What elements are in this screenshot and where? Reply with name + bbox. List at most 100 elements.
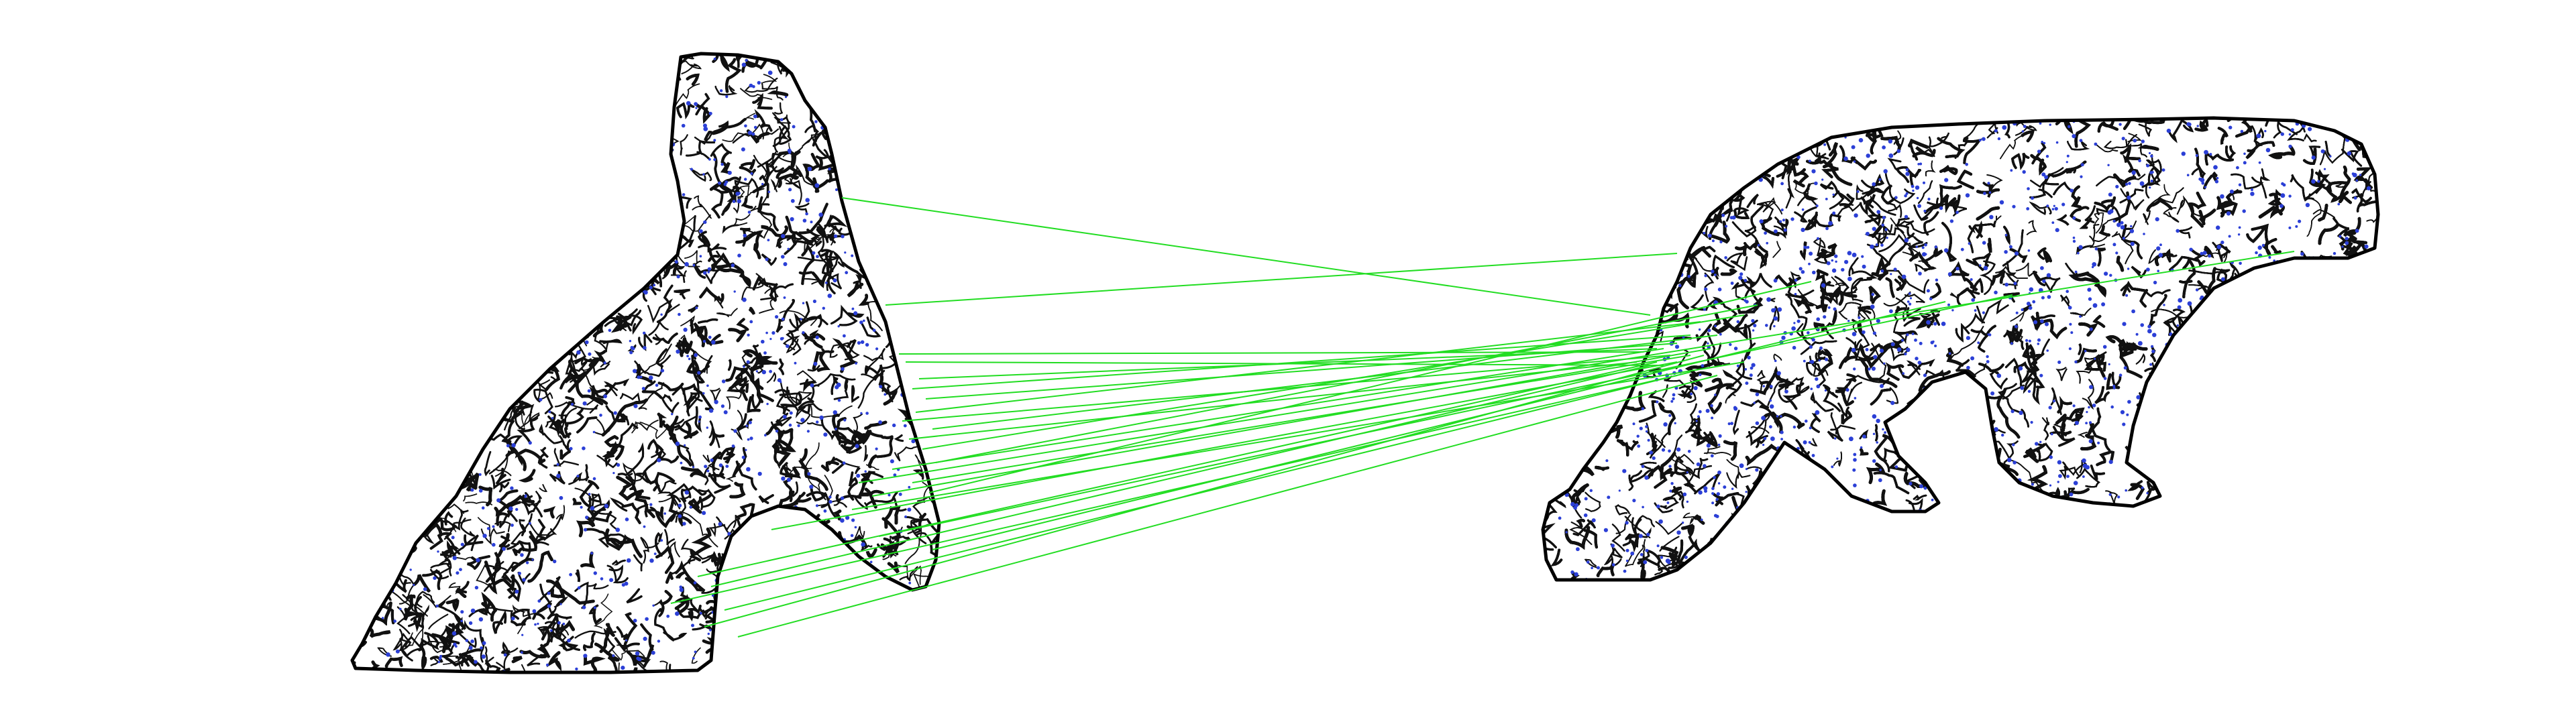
left-keypoint (599, 414, 602, 417)
left-texture-stroke (698, 489, 716, 508)
left-texture-stroke (698, 231, 707, 243)
left-texture-stroke (744, 77, 778, 93)
left-texture-stroke (674, 288, 690, 300)
left-keypoint (666, 614, 670, 618)
left-texture-stroke (651, 442, 666, 461)
left-texture-stroke (786, 231, 802, 246)
left-keypoint (703, 123, 707, 128)
left-keypoint (857, 341, 861, 345)
left-keypoint (486, 527, 490, 530)
left-keypoint (714, 400, 718, 404)
left-keypoint (545, 663, 549, 667)
left-keypoint (769, 338, 772, 341)
left-keypoint (437, 550, 439, 553)
left-texture-stroke (910, 520, 918, 538)
left-texture-stroke (463, 493, 478, 501)
left-keypoint (745, 424, 749, 428)
left-texture-stroke (752, 93, 773, 110)
left-texture-stroke (443, 644, 471, 665)
left-keypoint (470, 639, 474, 644)
left-keypoint (453, 642, 457, 646)
left-keypoint (643, 290, 648, 295)
left-keypoint (841, 367, 845, 371)
left-keypoint (639, 375, 643, 379)
left-keypoint (864, 470, 867, 473)
left-keypoint (815, 335, 819, 339)
left-keypoint (737, 253, 741, 258)
left-texture-stroke (860, 471, 883, 484)
left-keypoint (409, 568, 412, 571)
left-keypoint (645, 617, 649, 621)
left-texture-stroke (497, 533, 510, 557)
left-keypoint (816, 420, 819, 424)
left-texture-stroke (878, 373, 898, 406)
left-keypoint (743, 365, 745, 368)
left-texture-stroke (741, 56, 759, 73)
left-keypoint (813, 361, 818, 366)
left-keypoint (470, 488, 474, 492)
left-texture-stroke (725, 58, 742, 93)
left-texture-stroke (511, 558, 535, 572)
left-texture-stroke (686, 449, 694, 469)
left-texture-stroke (833, 501, 847, 508)
left-texture-stroke (505, 449, 527, 471)
left-keypoint (706, 384, 709, 387)
left-keypoint (534, 623, 537, 626)
left-keypoint (478, 473, 482, 476)
left-keypoint (553, 559, 557, 564)
left-texture-stroke (747, 396, 761, 413)
left-keypoint (788, 188, 792, 192)
left-texture-stroke (757, 191, 770, 210)
left-texture-stroke (694, 406, 702, 433)
left-texture-stroke (580, 358, 610, 376)
left-texture-stroke (540, 613, 560, 636)
left-keypoint (723, 410, 728, 414)
left-texture-stroke (482, 433, 515, 448)
left-texture-stroke (607, 656, 619, 672)
left-texture-stroke (480, 528, 505, 545)
left-keypoint (686, 101, 691, 106)
left-texture-stroke (455, 587, 467, 599)
left-keypoint (822, 306, 826, 310)
left-keypoint (393, 619, 396, 623)
left-texture-stroke (847, 339, 857, 358)
left-keypoint (828, 167, 831, 171)
left-keypoint (775, 315, 779, 319)
left-keypoint (863, 319, 865, 322)
left-keypoint (872, 328, 876, 333)
left-keypoint (455, 571, 460, 575)
left-texture-stroke (864, 364, 883, 375)
left-keypoint (576, 350, 581, 355)
left-keypoint (480, 646, 483, 650)
left-keypoint (892, 423, 896, 428)
left-keypoint (753, 125, 757, 129)
left-keypoint (780, 118, 784, 121)
left-keypoint (851, 307, 855, 310)
left-texture-stroke (610, 497, 628, 512)
left-keypoint (660, 369, 665, 373)
left-keypoint (492, 542, 496, 547)
left-keypoint (460, 542, 464, 546)
left-texture-stroke (497, 400, 524, 424)
left-texture-stroke (546, 651, 562, 672)
left-keypoint (719, 89, 723, 93)
left-keypoint (395, 649, 400, 654)
left-keypoint (550, 629, 553, 632)
left-keypoint (724, 180, 729, 184)
left-keypoint (592, 477, 596, 481)
left-keypoint (478, 489, 483, 493)
left-texture-stroke (517, 571, 531, 585)
left-texture-stroke (741, 159, 755, 170)
left-keypoint (727, 170, 732, 175)
left-keypoint (859, 320, 863, 324)
left-texture-stroke (674, 560, 706, 593)
left-texture-stroke (467, 555, 490, 568)
left-keypoint (637, 375, 641, 379)
left-keypoint (835, 385, 839, 389)
left-keypoint (777, 378, 782, 383)
left-keypoint (698, 420, 700, 423)
left-texture-stroke (695, 93, 710, 116)
left-texture-stroke (771, 430, 786, 464)
left-keypoint (787, 148, 792, 153)
left-texture-stroke (752, 162, 771, 194)
